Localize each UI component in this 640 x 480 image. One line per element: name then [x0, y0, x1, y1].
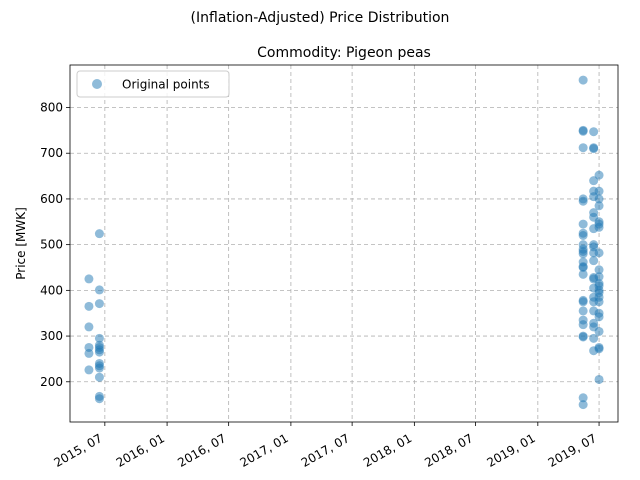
y-axis-ticks: 200 300 400 500 600 700 800	[40, 101, 70, 389]
data-point	[589, 176, 599, 186]
y-tick-label: 400	[40, 283, 63, 297]
data-point	[594, 170, 604, 180]
y-tick-label: 600	[40, 192, 63, 206]
data-point	[84, 322, 94, 332]
y-tick-label: 200	[40, 375, 63, 389]
data-point	[94, 347, 104, 357]
data-point	[578, 231, 588, 241]
data-point	[589, 333, 599, 343]
data-point	[594, 201, 604, 211]
plot-frame	[69, 64, 619, 423]
x-tick-label: 2019, 01	[484, 431, 537, 470]
data-point	[578, 219, 588, 229]
x-tick-label: 2016, 01	[114, 431, 167, 470]
data-point	[578, 269, 588, 279]
data-point	[594, 248, 604, 258]
data-point	[578, 393, 588, 403]
data-point	[578, 262, 588, 272]
data-point	[94, 363, 104, 373]
data-point	[578, 75, 588, 85]
data-point	[594, 312, 604, 322]
data-point	[594, 297, 604, 307]
legend-label: Original points	[122, 78, 210, 92]
chart-suptitle: (Inflation-Adjusted) Price Distribution	[191, 10, 450, 26]
data-point	[594, 265, 604, 275]
data-point	[594, 186, 604, 196]
data-point	[578, 320, 588, 330]
data-point	[94, 285, 104, 295]
data-point	[589, 256, 599, 266]
legend-box	[76, 70, 230, 98]
data-point	[594, 222, 604, 232]
x-axis-ticks: 2015, 07 2016, 01 2016, 07 2017, 01 2017, 07…	[51, 422, 600, 470]
data-point	[594, 194, 604, 204]
data-point	[84, 301, 94, 311]
data-point	[94, 333, 104, 343]
data-point	[578, 143, 588, 153]
data-point	[94, 299, 104, 309]
grid-lines	[70, 65, 618, 422]
data-point	[578, 400, 588, 410]
data-point	[578, 297, 588, 307]
y-tick-label: 700	[40, 146, 63, 160]
y-tick-label: 800	[40, 101, 63, 115]
x-tick-label: 2019, 07	[546, 431, 599, 470]
data-point	[578, 332, 588, 342]
x-tick-label: 2017, 07	[299, 431, 352, 470]
x-tick-label: 2018, 01	[361, 431, 414, 470]
x-tick-label: 2017, 01	[238, 431, 291, 470]
data-point	[94, 394, 104, 404]
data-point	[594, 344, 604, 354]
data-point	[594, 374, 604, 384]
y-tick-label: 500	[40, 238, 63, 252]
data-point	[578, 126, 588, 136]
data-point	[84, 365, 94, 375]
data-point	[578, 306, 588, 316]
y-tick-label: 300	[40, 329, 63, 343]
y-axis-label: Price [MWK]	[14, 207, 28, 280]
x-tick-label: 2015, 07	[51, 431, 104, 470]
data-point	[578, 196, 588, 206]
data-point	[589, 144, 599, 154]
x-tick-label: 2016, 07	[175, 431, 228, 470]
data-point	[94, 229, 104, 239]
data-point	[578, 249, 588, 259]
data-point	[589, 127, 599, 137]
x-tick-label: 2018, 07	[422, 431, 475, 470]
data-point	[594, 272, 604, 282]
data-point	[594, 326, 604, 336]
data-points	[84, 75, 604, 410]
legend: Original points	[76, 70, 230, 98]
data-point	[84, 274, 94, 284]
chart-title: Commodity: Pigeon peas	[257, 45, 431, 61]
data-point	[94, 372, 104, 382]
data-point	[84, 348, 94, 358]
legend-marker	[92, 79, 102, 89]
